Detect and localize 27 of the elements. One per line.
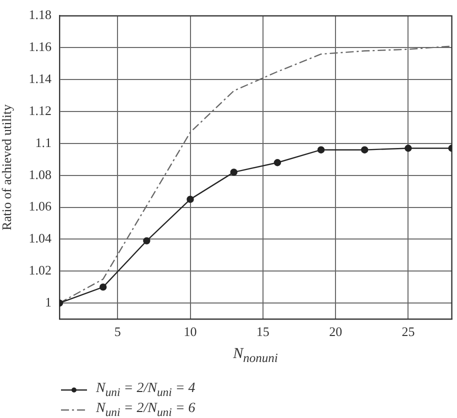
point	[317, 146, 325, 154]
x-tick-label: 15	[256, 324, 270, 340]
point	[274, 159, 282, 166]
y-tick-label: 1.18	[28, 7, 52, 22]
point	[186, 196, 194, 203]
y-tick-label: 1.04	[28, 230, 52, 246]
y-tick-label: 1.1	[35, 134, 52, 150]
legend-label: N$_{uni}$ = 2/N$_{uni}$ = 4	[96, 381, 196, 399]
point	[404, 144, 412, 152]
point	[143, 237, 150, 244]
y-tick-label: 1.06	[28, 198, 52, 214]
y-tick-label: 1.08	[28, 166, 52, 182]
y-tick-label: 1.16	[28, 39, 52, 54]
x-tick-label: 20	[329, 324, 342, 340]
y-axis-title: Ratio of achieved utility	[0, 104, 14, 230]
x-tick-label: 5	[114, 324, 121, 340]
point	[361, 146, 368, 154]
y-tick-label: 1.14	[28, 71, 52, 86]
y-tick-label: 1.12	[28, 102, 52, 118]
x-tick-label: 10	[184, 324, 197, 340]
point	[230, 168, 238, 176]
legend-label: N$_{uni}$ = 2/N$_{uni}$ = 6	[96, 401, 196, 418]
y-tick-label: 1	[45, 294, 52, 310]
y-tick-label: 1.02	[28, 262, 52, 278]
x-tick-label: 25	[402, 324, 415, 340]
x-axis-title: N$_{nonuni}$	[233, 346, 278, 365]
point	[99, 283, 107, 291]
